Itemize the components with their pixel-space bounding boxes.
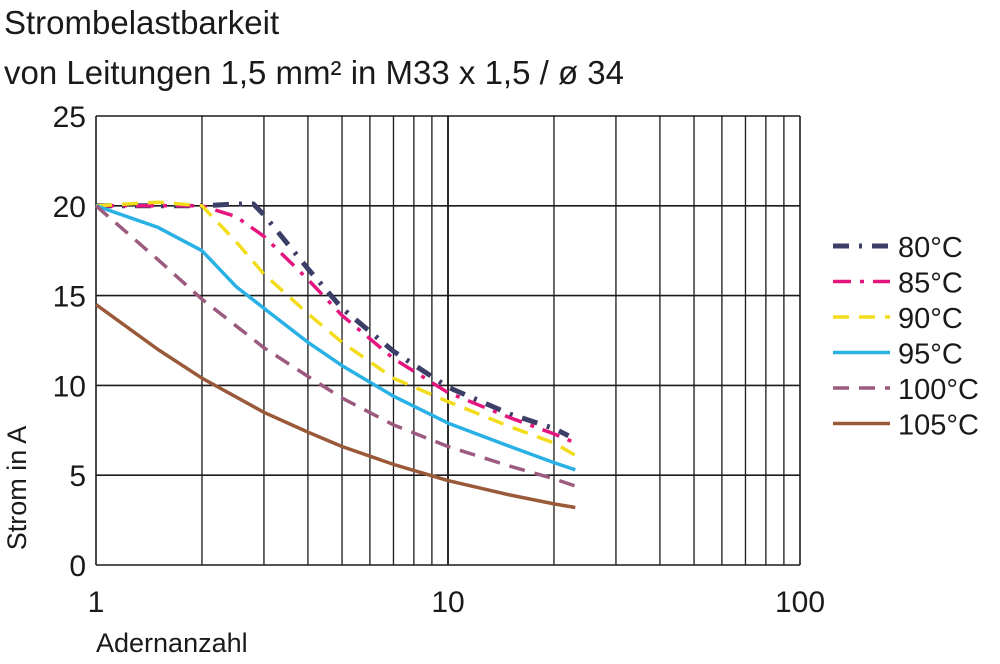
series-line-4 xyxy=(94,204,576,488)
y-tick-label: 15 xyxy=(53,281,86,314)
legend-label-5: 105°C xyxy=(898,410,979,442)
x-axis-label: Adernanzahl xyxy=(96,628,248,658)
series-line-3 xyxy=(95,204,576,472)
series-layer xyxy=(94,200,577,510)
legend-label-4: 100°C xyxy=(898,374,979,406)
chart-title: Strombelastbarkeit xyxy=(4,4,280,41)
series-line-0 xyxy=(96,201,570,438)
y-tick-label: 10 xyxy=(53,370,86,403)
chart-subtitle: von Leitungen 1,5 mm² in M33 x 1,5 / ø 3… xyxy=(4,54,624,91)
y-tick-label: 25 xyxy=(53,101,86,134)
y-axis-label: Strom in A xyxy=(2,426,32,551)
legend-label-2: 90°C xyxy=(898,303,963,335)
x-tick-label: 1 xyxy=(88,586,105,619)
x-tick-label: 10 xyxy=(431,586,464,619)
y-tick-label: 0 xyxy=(69,550,86,583)
x-tick-label: 100 xyxy=(775,586,825,619)
legend-label-3: 95°C xyxy=(898,339,963,371)
tick-labels: 0 5 10 15 20 25 1 10 100 xyxy=(53,101,825,619)
grid-lines xyxy=(95,115,801,566)
legend-label-1: 85°C xyxy=(898,268,963,300)
series-line-5 xyxy=(94,303,576,510)
y-tick-label: 5 xyxy=(69,460,86,493)
series-line-2 xyxy=(95,200,577,457)
series-line-1 xyxy=(96,204,576,445)
y-tick-label: 20 xyxy=(53,191,86,224)
legend-label-0: 80°C xyxy=(898,232,963,264)
